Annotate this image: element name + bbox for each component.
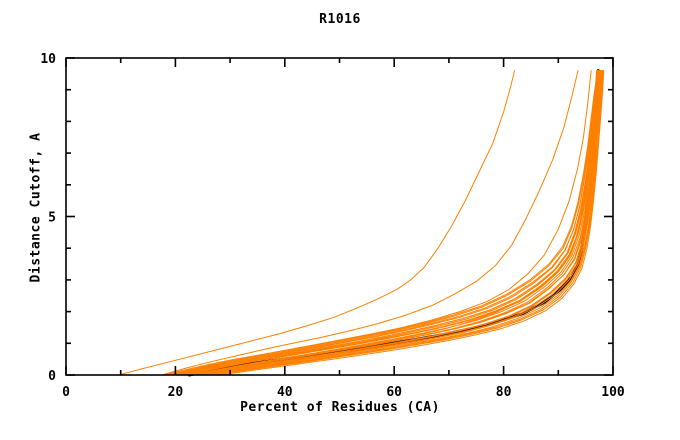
page-title: R1016 (319, 12, 361, 27)
x-tick-label: 80 (496, 385, 512, 400)
x-tick-label: 100 (601, 385, 625, 400)
series-line (213, 70, 604, 376)
series-line (177, 70, 598, 376)
series-line (204, 70, 603, 376)
series-line (174, 70, 599, 376)
series-line (192, 70, 601, 376)
series-line (161, 70, 579, 376)
x-tick-label: 60 (386, 385, 402, 400)
series-line (162, 70, 598, 376)
x-tick-label: 0 (62, 385, 70, 400)
series-line (166, 70, 599, 376)
curves-layer (118, 69, 605, 377)
y-tick-label: 10 (40, 52, 56, 67)
series-line (179, 70, 600, 376)
axes-layer (65, 57, 614, 376)
series-line (210, 70, 604, 376)
y-axis-label: Distance Cutoff, A (28, 132, 44, 283)
series-line (170, 70, 599, 376)
x-tick-label: 20 (168, 385, 184, 400)
series-line (197, 70, 602, 376)
x-tick-label: 40 (277, 385, 293, 400)
y-tick-label: 5 (48, 211, 56, 226)
x-axis-label: Percent of Residues (CA) (240, 400, 440, 415)
series-line (175, 70, 599, 376)
series-line (218, 70, 605, 376)
series-line (202, 70, 603, 376)
series-line (180, 70, 600, 376)
series-line (184, 70, 600, 376)
series-line (172, 70, 598, 376)
y-tick-label: 0 (48, 369, 56, 384)
series-line (118, 70, 516, 376)
tick-labels-layer: 0 20 40 60 80 100 0 5 10 (40, 52, 625, 400)
series-line (188, 70, 601, 376)
series-line (169, 70, 592, 376)
axis-frame (65, 57, 614, 376)
